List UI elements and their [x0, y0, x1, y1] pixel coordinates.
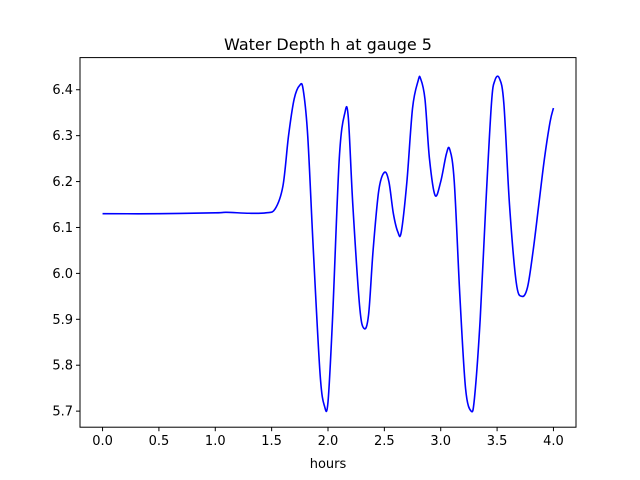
y-axis: 5.7 5.8 5.9 6.0 6.1 6.2 6.3 6.4	[52, 83, 80, 420]
x-tick-label: 2.5	[374, 434, 395, 449]
x-tick-label: 3.5	[487, 434, 508, 449]
x-tick-label: 0.0	[92, 434, 113, 449]
y-tick-label: 6.0	[52, 267, 73, 282]
x-axis-label: hours	[310, 457, 347, 472]
x-tick-label: 1.0	[205, 434, 226, 449]
x-tick-label: 4.0	[543, 434, 564, 449]
x-tick-label: 3.0	[430, 434, 451, 449]
plot-layer	[102, 75, 555, 413]
series-line	[102, 75, 555, 413]
y-tick-label: 5.9	[52, 313, 73, 328]
x-axis: 0.0 0.5 1.0 1.5 2.0 2.5 3.0 3.5 4.0	[92, 427, 564, 449]
y-tick-label: 6.4	[52, 83, 73, 98]
y-tick-label: 6.3	[52, 129, 73, 144]
x-tick-label: 1.5	[261, 434, 282, 449]
y-tick-label: 6.2	[52, 175, 73, 190]
x-tick-label: 0.5	[149, 434, 170, 449]
y-tick-label: 5.8	[52, 359, 73, 374]
y-tick-label: 6.1	[52, 221, 73, 236]
y-tick-label: 5.7	[52, 405, 73, 420]
axes-frame	[79, 57, 577, 428]
x-tick-label: 2.0	[318, 434, 339, 449]
chart-title: Water Depth h at gauge 5	[224, 35, 432, 54]
